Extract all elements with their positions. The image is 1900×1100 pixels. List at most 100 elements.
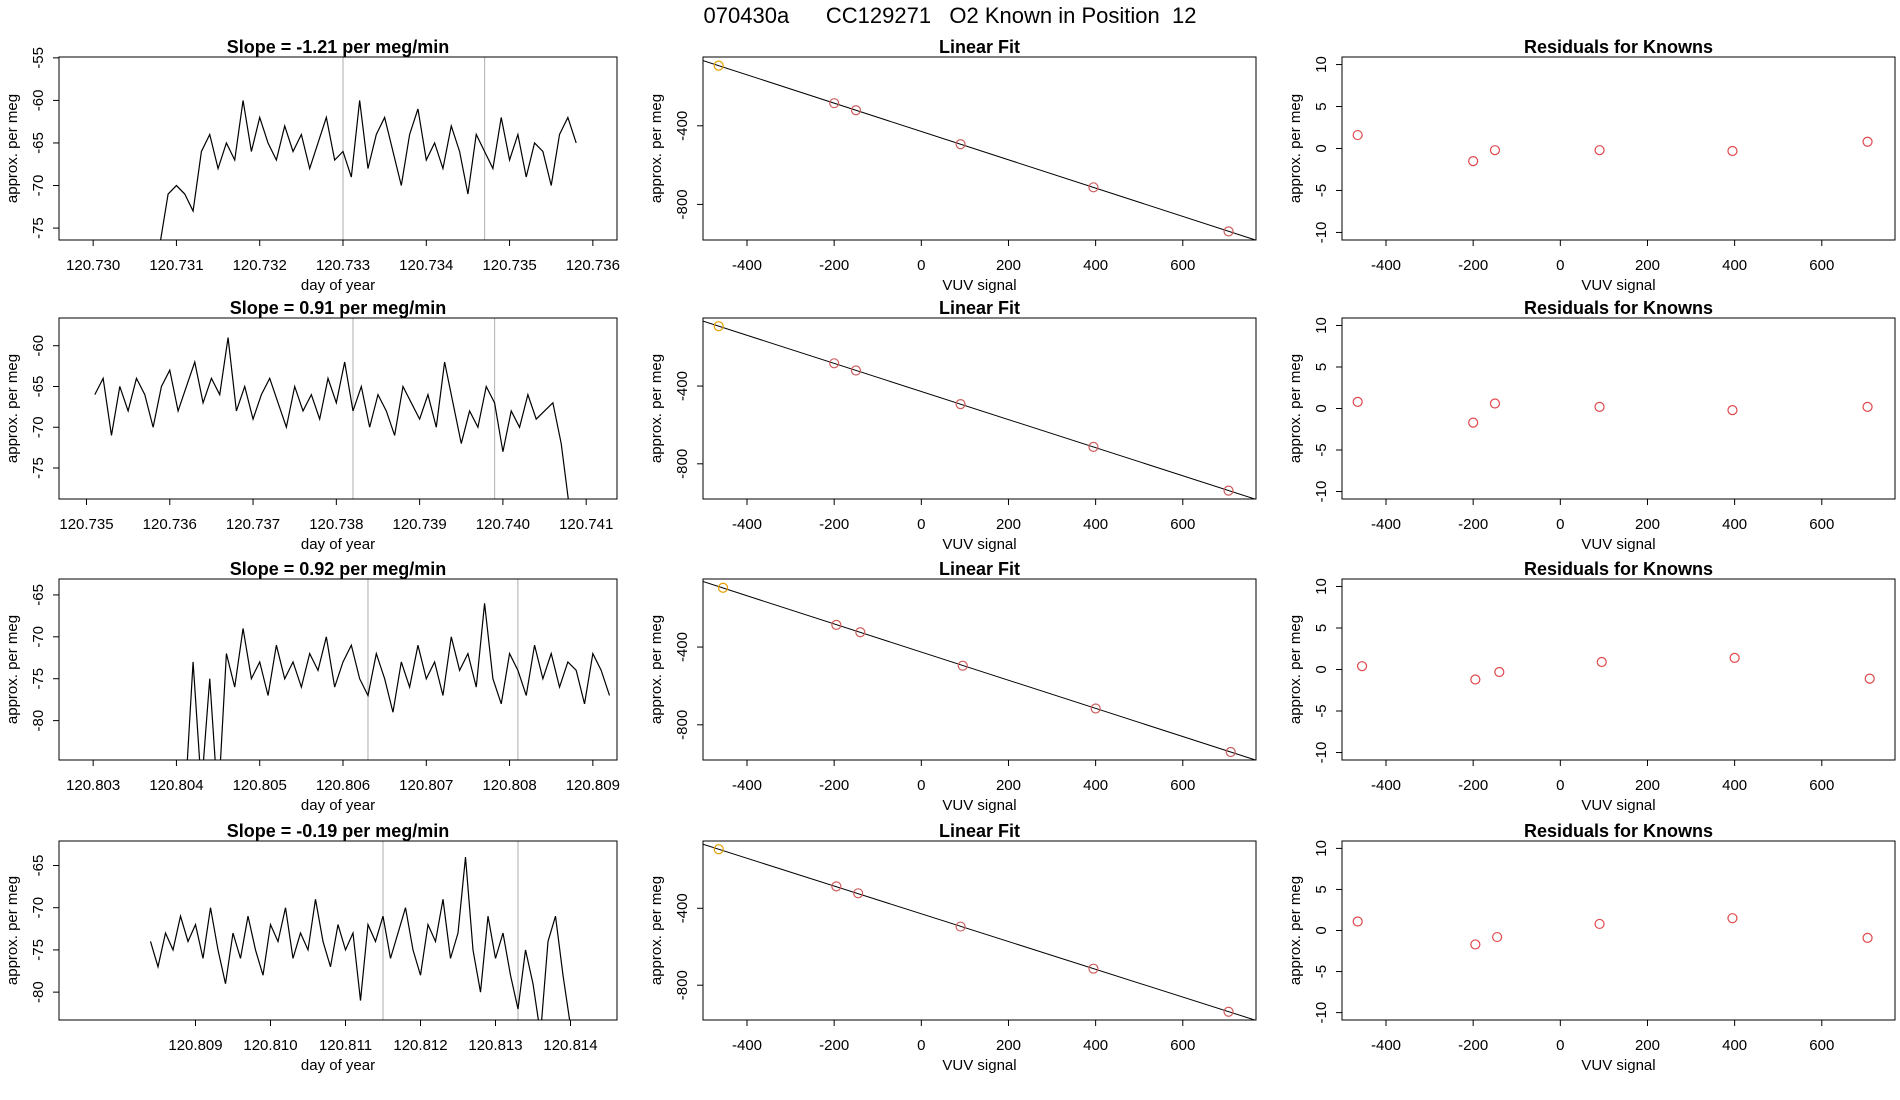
x-tick-label: -200 [819,1037,849,1054]
y-tick-label: -400 [674,632,691,662]
data-point [829,358,840,369]
data-point [1223,226,1234,237]
data-point [855,627,866,638]
x-tick-label: -400 [732,516,762,533]
x-tick-label: 200 [1635,777,1660,794]
x-axis-label: day of year [301,277,375,294]
x-tick-label: 120.812 [393,1037,447,1054]
x-axis-label: VUV signal [1581,797,1655,814]
y-tick-label: -400 [674,371,691,401]
x-tick-label: 120.733 [316,257,370,274]
plot-frame [1341,578,1896,761]
x-tick-label: 120.735 [59,516,113,533]
x-tick-label: 120.805 [233,777,287,794]
x-tick-label: 120.740 [476,516,530,533]
data-point [1594,401,1605,412]
data-point [1356,661,1368,672]
y-tick-label: -5 [1313,184,1330,197]
y-tick-label: -60 [30,90,47,112]
data-point [1492,931,1503,943]
data-point [853,888,864,899]
x-tick-label: -400 [1371,1037,1401,1054]
y-axis-label: approx. per meg [648,876,665,985]
x-tick-label: 120.804 [149,777,203,794]
data-point [1862,932,1873,943]
data-point [1729,652,1740,663]
y-tick-label: -60 [30,335,47,357]
y-tick-label: 5 [1313,885,1330,893]
panel: Linear Fit VUV signal approx. per meg -400 -… [648,821,1257,1074]
y-tick-label: -65 [30,132,47,154]
y-tick-label: -5 [1313,965,1330,978]
panel-title: Slope = -1.21 per meg/min [227,37,450,57]
y-tick-label: 5 [1313,624,1330,632]
data-line [149,856,571,1020]
x-tick-label: 400 [1722,777,1747,794]
x-tick-label: 0 [1556,777,1564,794]
x-tick-label: 400 [1722,516,1747,533]
fit-line [703,843,1256,1020]
y-tick-label: -800 [674,710,691,740]
data-point [1594,918,1605,930]
plot-frame [1341,840,1896,1021]
y-tick-label: -10 [1313,1002,1330,1024]
x-tick-label: 120.811 [319,1037,372,1054]
plot-area [1352,129,1873,167]
x-tick-label: 200 [1635,516,1660,533]
y-tick-label: -70 [30,897,47,919]
x-tick-label: 120.806 [316,777,370,794]
panel: Linear Fit VUV signal approx. per meg -400 -… [648,298,1257,553]
panel: Linear Fit VUV signal approx. per meg -400 -… [648,37,1257,294]
x-tick-label: 120.739 [393,516,447,533]
data-point [955,139,966,150]
y-axis-label: approx. per meg [648,94,665,203]
y-tick-label: -75 [30,217,47,239]
panel: Slope = 0.92 per meg/min day of year appro… [4,559,620,814]
x-tick-label: -200 [1458,257,1488,274]
panel: Residuals for Knowns VUV signal approx. pe… [1287,559,1896,814]
data-point [1352,129,1363,141]
x-tick-label: 0 [917,516,925,533]
panel: Residuals for Knowns VUV signal approx. pe… [1287,37,1896,294]
panel: Linear Fit VUV signal approx. per meg -400 -… [648,559,1257,814]
y-tick-label: 10 [1313,840,1330,857]
data-point [1223,485,1234,496]
x-tick-label: 600 [1809,777,1834,794]
plot-frame [702,840,1257,1021]
plot-frame [702,56,1257,241]
data-point [713,321,724,332]
x-axis-label: day of year [301,797,375,814]
plot-frame [58,578,618,761]
x-tick-label: 120.731 [149,257,203,274]
x-tick-label: 200 [996,516,1021,533]
x-tick-label: 120.807 [399,777,453,794]
data-point [1352,396,1363,407]
y-tick-label: -800 [674,189,691,219]
panel-title: Residuals for Knowns [1524,559,1713,579]
x-tick-label: 120.803 [66,777,120,794]
x-tick-label: 600 [1809,1037,1834,1054]
y-tick-label: -75 [30,668,47,690]
y-tick-label: -5 [1313,704,1330,717]
data-point [1864,673,1875,684]
figure-title: 070430a CC129271 O2 Known in Position 12 [704,3,1197,28]
data-point [850,365,862,376]
panel-title: Linear Fit [939,821,1020,841]
panel-title: Linear Fit [939,37,1020,57]
x-tick-label: -400 [732,1037,762,1054]
x-tick-label: 400 [1083,516,1108,533]
y-tick-label: -80 [30,981,47,1003]
x-tick-label: 120.730 [66,257,120,274]
x-tick-label: 120.741 [559,516,613,533]
y-axis-label: approx. per meg [648,354,665,463]
x-tick-label: 400 [1722,1037,1747,1054]
plot-frame [58,56,618,241]
y-tick-label: -400 [674,893,691,923]
data-point [955,399,966,410]
y-tick-label: -10 [1313,481,1330,503]
x-tick-label: 400 [1722,257,1747,274]
data-point [1489,145,1501,156]
x-tick-label: 200 [996,257,1021,274]
data-point [1352,916,1363,927]
